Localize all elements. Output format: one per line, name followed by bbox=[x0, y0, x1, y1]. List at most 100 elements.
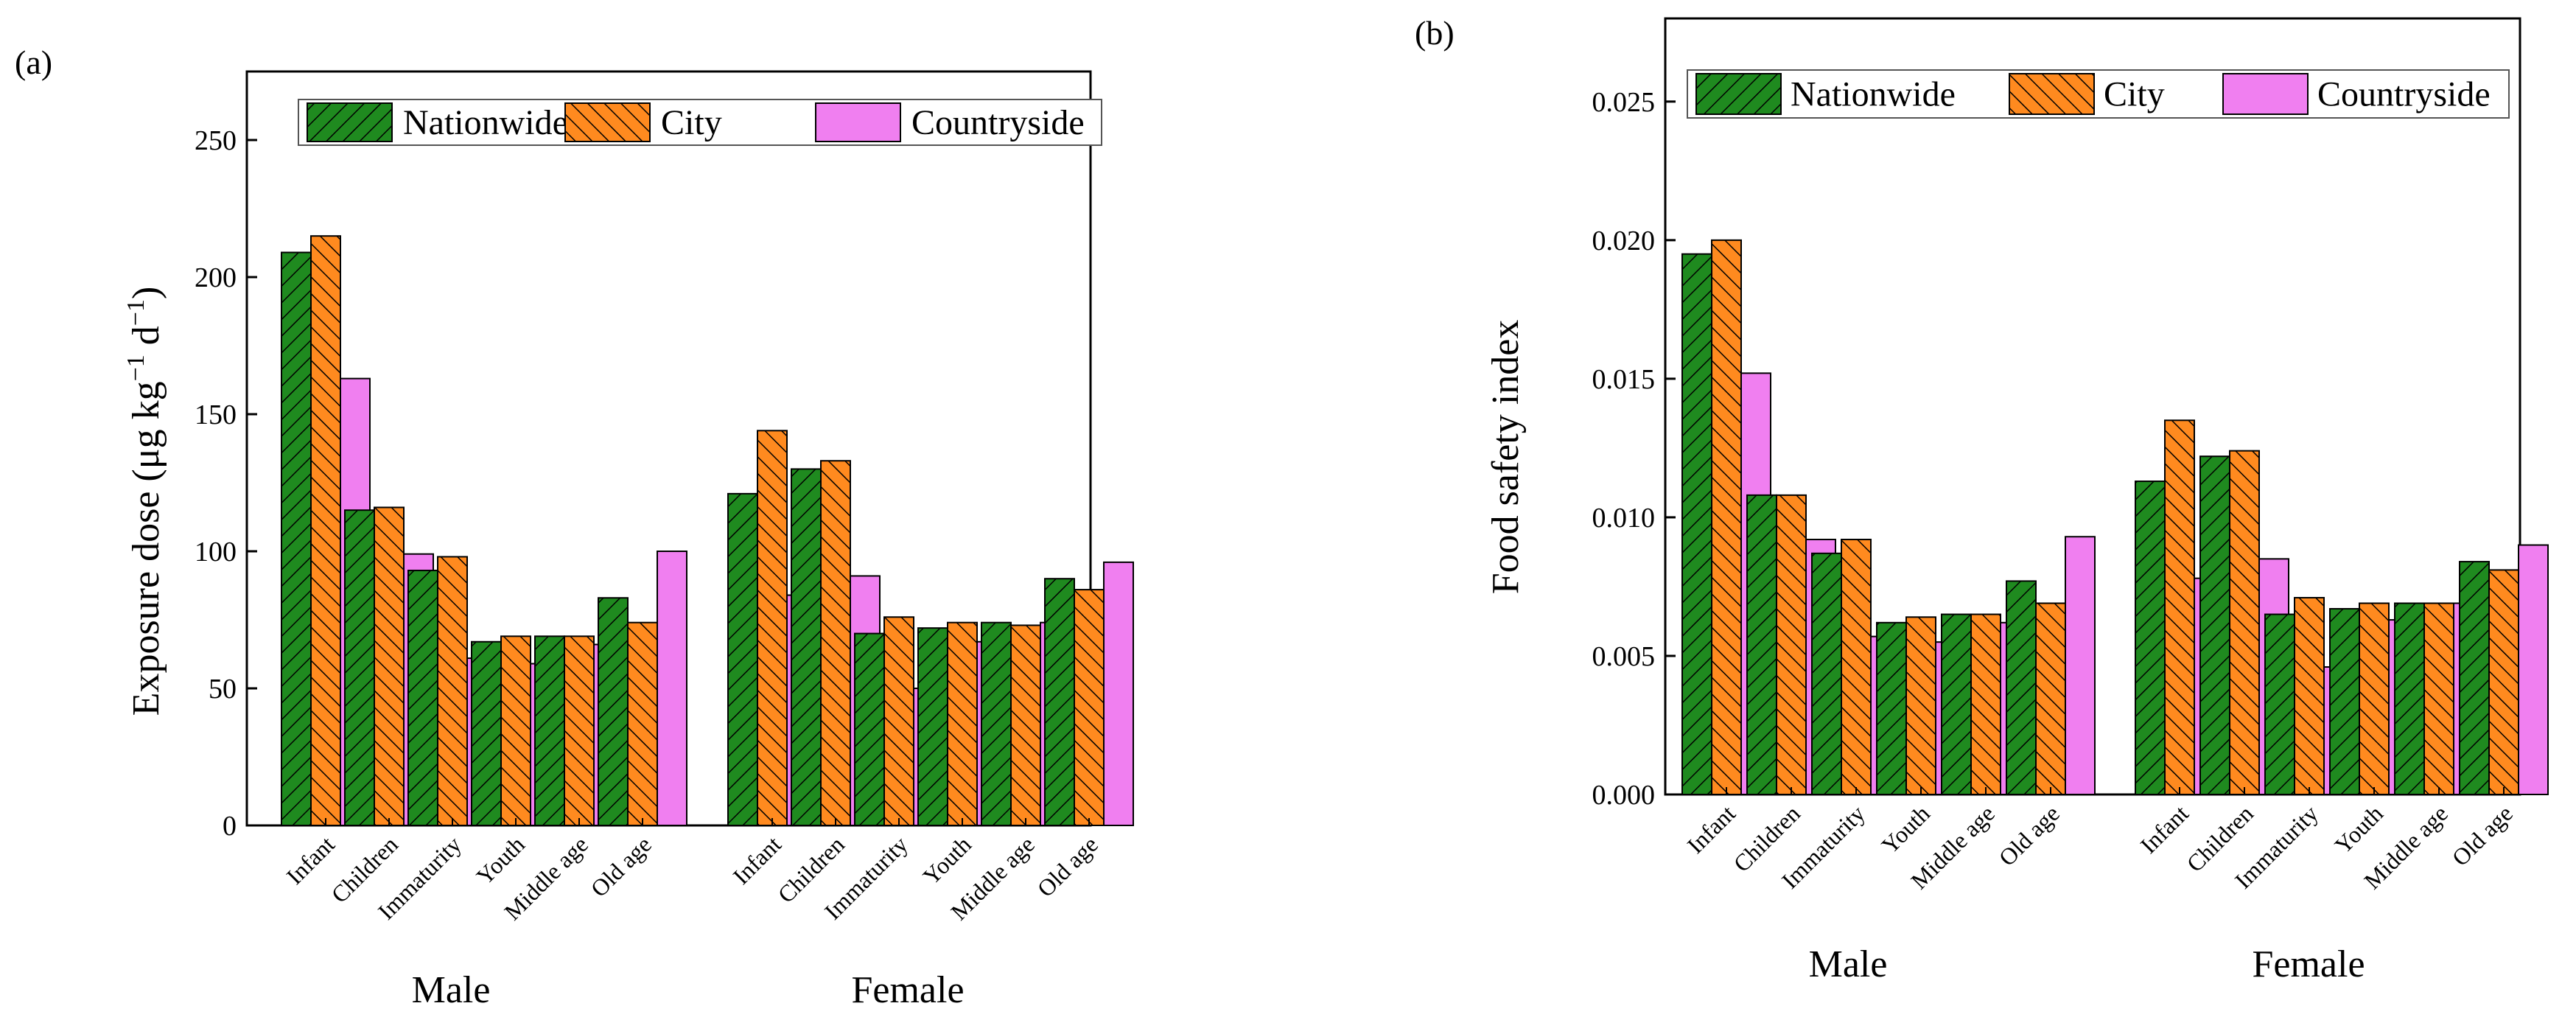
y-tick-label-a: 200 bbox=[195, 262, 237, 293]
bar-a-male-2-0 bbox=[407, 570, 438, 826]
bar-a-female-5-2 bbox=[1103, 561, 1134, 826]
bar-b-female-4-1 bbox=[2423, 602, 2454, 796]
chart-panel-b: (b) Food safety index Male Female 0.000 0… bbox=[1415, 14, 2549, 985]
bar-a-female-3-1 bbox=[947, 621, 978, 826]
y-axis-title-b: Food safety index bbox=[1485, 320, 1527, 595]
bar-a-male-0-1 bbox=[310, 235, 341, 826]
y-axis-title-sup2: −1 bbox=[122, 299, 150, 326]
bar-a-male-5-1 bbox=[627, 621, 658, 826]
bar-b-female-1-1 bbox=[2229, 450, 2260, 796]
y-tick-label-b: 0.020 bbox=[1592, 226, 1656, 256]
y-tick-label-b: 0.025 bbox=[1592, 87, 1656, 118]
bar-a-male-3-0 bbox=[471, 640, 502, 827]
bar-b-male-0-0 bbox=[1681, 253, 1712, 795]
bar-b-male-4-0 bbox=[1941, 613, 1972, 796]
bar-b-male-4-1 bbox=[1970, 613, 2001, 796]
y-tick-label-b: 0.015 bbox=[1592, 364, 1656, 395]
x-tick-label-a: Old age bbox=[1032, 831, 1102, 901]
bar-b-female-1-0 bbox=[2199, 455, 2230, 795]
bar-b-female-2-0 bbox=[2264, 613, 2295, 796]
y-tick-label-b: 0.000 bbox=[1592, 780, 1656, 811]
legend-swatch-a-0 bbox=[307, 102, 393, 142]
bar-a-female-2-0 bbox=[854, 632, 885, 826]
y-tick-label-b: 0.010 bbox=[1592, 503, 1656, 534]
bar-b-male-0-1 bbox=[1711, 239, 1742, 796]
bar-a-male-0-0 bbox=[281, 251, 312, 826]
bar-a-male-3-1 bbox=[500, 635, 531, 826]
bar-b-female-4-0 bbox=[2394, 602, 2425, 796]
y-axis-title-part2: d bbox=[125, 326, 167, 354]
bar-b-male-5-1 bbox=[2035, 602, 2066, 796]
bar-b-male-5-0 bbox=[2006, 580, 2037, 795]
bar-b-female-2-1 bbox=[2294, 596, 2325, 795]
bar-a-female-5-1 bbox=[1074, 589, 1105, 827]
bar-b-female-3-1 bbox=[2359, 602, 2390, 796]
bar-a-female-0-0 bbox=[727, 492, 758, 826]
y-tick-label-a: 100 bbox=[195, 537, 237, 567]
bar-a-female-3-0 bbox=[917, 627, 948, 826]
bar-b-male-2-1 bbox=[1841, 539, 1872, 795]
legend-box-a bbox=[298, 99, 1102, 146]
bar-b-male-1-0 bbox=[1746, 494, 1777, 795]
bar-a-male-5-0 bbox=[598, 597, 629, 826]
bar-a-male-1-1 bbox=[374, 506, 405, 826]
x-tick-label-a: Old age bbox=[585, 831, 656, 901]
x-tick-label-b: Youth bbox=[1876, 800, 1935, 859]
y-axis-title-sup1: −1 bbox=[122, 354, 150, 381]
group-label-male-a: Male bbox=[412, 969, 491, 1011]
legend-swatch-a-1 bbox=[564, 102, 651, 142]
bar-a-male-2-1 bbox=[437, 556, 468, 826]
bar-a-male-4-1 bbox=[564, 635, 595, 826]
group-label-female-b: Female bbox=[2252, 943, 2365, 985]
legend-label-a-0: Nationwide bbox=[403, 103, 568, 142]
bar-b-female-5-1 bbox=[2488, 569, 2519, 795]
legend-swatch-b-1 bbox=[2009, 73, 2095, 115]
bar-b-female-5-2 bbox=[2518, 544, 2549, 795]
y-tick-label-a: 150 bbox=[195, 399, 237, 430]
bar-b-female-0-0 bbox=[2135, 481, 2166, 796]
y-tick-label-a: 0 bbox=[223, 811, 237, 842]
y-axis-title-a: Exposure dose (μg kg−1 d−1) bbox=[122, 287, 167, 716]
y-axis-title-text-a: Exposure dose (μg kg−1 d−1) bbox=[122, 287, 167, 716]
x-tick-label-b: Infant bbox=[1681, 800, 1740, 859]
bar-a-female-5-0 bbox=[1044, 578, 1075, 826]
bar-a-male-4-0 bbox=[534, 635, 565, 826]
x-tick-label-a: Infant bbox=[727, 831, 786, 890]
panel-label-b: (b) bbox=[1415, 14, 1455, 52]
bar-b-male-3-0 bbox=[1876, 621, 1907, 795]
legend-label-b-1: City bbox=[2104, 75, 2165, 114]
bar-b-male-1-1 bbox=[1776, 494, 1807, 795]
legend-swatch-b-2 bbox=[2222, 73, 2309, 115]
y-axis-title-part3: ) bbox=[125, 287, 167, 299]
bar-a-female-4-0 bbox=[981, 621, 1012, 826]
panel-label-a: (a) bbox=[15, 43, 52, 81]
y-tick-label-b: 0.005 bbox=[1592, 641, 1656, 672]
bar-b-female-3-0 bbox=[2329, 608, 2360, 796]
x-tick-label-b: Infant bbox=[2135, 800, 2194, 859]
bar-b-male-3-1 bbox=[1905, 616, 1936, 795]
y-axis-title-part1: Exposure dose (μg kg bbox=[125, 381, 167, 716]
x-tick-label-a: Youth bbox=[917, 831, 976, 890]
bar-b-female-0-1 bbox=[2164, 419, 2195, 796]
bar-b-male-5-2 bbox=[2065, 536, 2096, 796]
legend-label-a-2: Countryside bbox=[911, 103, 1085, 142]
bar-a-female-1-1 bbox=[820, 460, 851, 826]
legend-box-b bbox=[1687, 69, 2510, 119]
bar-a-female-0-1 bbox=[757, 430, 788, 826]
legend-swatch-b-0 bbox=[1695, 73, 1782, 115]
bar-a-female-1-0 bbox=[791, 468, 822, 827]
x-tick-label-a: Youth bbox=[471, 831, 530, 890]
bar-a-male-1-0 bbox=[344, 509, 375, 826]
legend-label-b-0: Nationwide bbox=[1791, 75, 1956, 114]
bar-a-male-5-2 bbox=[657, 551, 687, 826]
x-tick-label-b: Old age bbox=[2446, 800, 2517, 870]
bar-a-female-2-1 bbox=[883, 616, 914, 827]
bar-b-male-2-0 bbox=[1811, 552, 1842, 795]
x-tick-label-b: Old age bbox=[1993, 800, 2064, 870]
chart-panel-a: (a) Exposure dose (μg kg−1 d−1) Male Fem… bbox=[15, 43, 1134, 1011]
y-tick-label-a: 50 bbox=[209, 674, 237, 705]
x-tick-label-a: Infant bbox=[281, 831, 340, 890]
legend-label-a-1: City bbox=[661, 103, 722, 142]
